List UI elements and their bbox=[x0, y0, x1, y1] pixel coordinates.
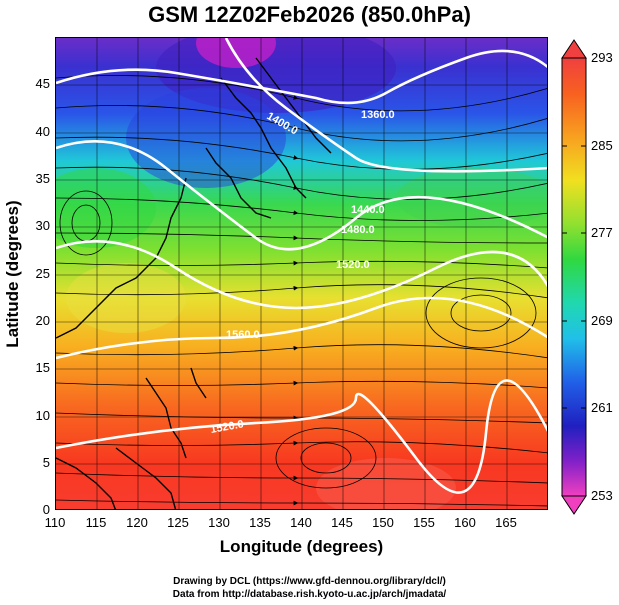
colorbar bbox=[561, 39, 587, 515]
contour-label: 1480.0 bbox=[341, 224, 375, 236]
y-tick-label: 45 bbox=[35, 76, 50, 91]
x-tick-label: 160 bbox=[454, 515, 476, 530]
y-tick-label: 10 bbox=[35, 408, 50, 423]
lat-lon-grid bbox=[56, 38, 547, 509]
colorbar-tick-label: 261 bbox=[591, 400, 613, 415]
x-tick-label: 145 bbox=[331, 515, 353, 530]
x-tick-label: 130 bbox=[208, 515, 230, 530]
colorbar-tick-label: 277 bbox=[591, 225, 613, 240]
contour-label: 1520.0 bbox=[209, 418, 244, 436]
y-tick-label: 0 bbox=[42, 502, 50, 517]
chart-title: GSM 12Z02Feb2026 (850.0hPa) bbox=[148, 2, 471, 27]
contour-label: 1560.0 bbox=[226, 329, 260, 341]
y-tick-label: 15 bbox=[35, 360, 50, 375]
contour-label: 1520.0 bbox=[336, 259, 370, 271]
map-svg: 1400.0 1360.0 1440.0 1480.0 1520.0 1560.… bbox=[56, 38, 547, 509]
x-tick-label: 110 bbox=[44, 515, 66, 530]
x-tick-label: 140 bbox=[290, 515, 312, 530]
colorbar-tick-label: 269 bbox=[591, 313, 613, 328]
y-axis-label: Latitude (degrees) bbox=[3, 200, 22, 348]
x-tick-label: 165 bbox=[495, 515, 517, 530]
height-contours bbox=[56, 38, 547, 494]
contour-label: 1440.0 bbox=[351, 204, 385, 216]
footer-source: Data from http://database.rish.kyoto-u.a… bbox=[172, 589, 447, 600]
y-tick-label: 5 bbox=[42, 455, 50, 470]
map-plot-area: 1400.0 1360.0 1440.0 1480.0 1520.0 1560.… bbox=[55, 37, 548, 510]
colorbar-tick-label: 253 bbox=[591, 488, 613, 503]
coastlines bbox=[56, 57, 332, 509]
x-tick-label: 115 bbox=[85, 515, 107, 530]
colorbar-tick-label: 293 bbox=[591, 50, 613, 65]
x-tick-label: 125 bbox=[167, 515, 189, 530]
x-tick-label: 135 bbox=[249, 515, 271, 530]
contour-label: 1360.0 bbox=[361, 109, 395, 121]
y-tick-label: 25 bbox=[35, 266, 50, 281]
colorbar-tick-label: 285 bbox=[591, 138, 613, 153]
x-axis-label: Longitude (degrees) bbox=[219, 537, 384, 556]
wind-streamlines bbox=[56, 75, 547, 507]
y-tick-label: 40 bbox=[35, 124, 50, 139]
y-tick-label: 30 bbox=[35, 218, 50, 233]
x-tick-label: 155 bbox=[413, 515, 435, 530]
y-tick-label: 35 bbox=[35, 171, 50, 186]
footer-credit: Drawing by DCL (https://www.gfd-dennou.o… bbox=[173, 576, 446, 587]
x-tick-label: 120 bbox=[126, 515, 148, 530]
y-tick-label: 20 bbox=[35, 313, 50, 328]
x-tick-label: 150 bbox=[372, 515, 394, 530]
